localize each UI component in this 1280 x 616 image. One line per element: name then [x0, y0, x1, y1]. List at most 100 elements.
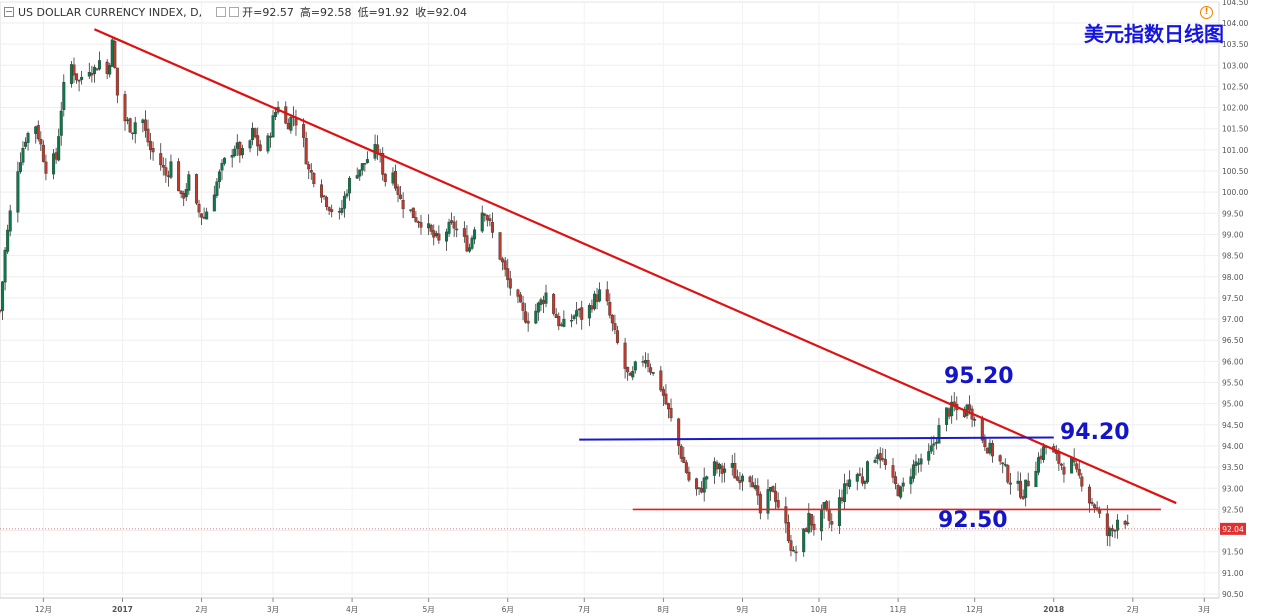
candle-body [200, 213, 204, 218]
candle-body [501, 258, 505, 263]
candle-body [623, 342, 627, 369]
eye-icon[interactable] [216, 7, 227, 17]
settings-icon[interactable] [229, 7, 240, 17]
candle-body [294, 118, 298, 126]
candle-body [661, 389, 665, 396]
candle-body [697, 487, 701, 489]
candle-body [774, 490, 778, 502]
x-tick-label: 12月 [35, 605, 52, 614]
candle-body [1008, 482, 1012, 485]
candle-body [633, 361, 637, 371]
candle-body [980, 417, 984, 441]
candle-body [521, 302, 525, 311]
y-tick-label: 101.50 [1222, 125, 1248, 134]
candle-body [929, 445, 933, 452]
x-tick-label: 8月 [657, 605, 669, 614]
candle-body [87, 72, 91, 77]
candle-body [452, 221, 456, 229]
candle-body [883, 459, 887, 466]
candle-body [809, 513, 813, 526]
candle-body [488, 218, 492, 222]
candle-body [840, 497, 844, 501]
candle-body [205, 211, 209, 220]
candle-body [6, 229, 10, 252]
candle-body [184, 189, 188, 198]
candle-body [215, 181, 219, 196]
y-tick-label: 93.00 [1222, 484, 1244, 493]
candle-body [927, 451, 931, 461]
candle-body [873, 459, 877, 463]
candle-body [605, 289, 609, 302]
candle-body [644, 360, 648, 364]
y-tick-label: 101.00 [1222, 146, 1248, 155]
candle-body [177, 161, 181, 192]
candle-body [465, 235, 469, 252]
candle-body [342, 195, 346, 209]
alert-icon[interactable]: ! [1200, 6, 1213, 19]
candle-body [44, 161, 48, 174]
candle-body [524, 311, 528, 323]
candle-body [419, 222, 423, 228]
candle-body [393, 170, 397, 189]
collapse-icon[interactable] [4, 7, 14, 17]
candle-body [21, 148, 25, 163]
candle-body [1019, 480, 1023, 498]
candle-body [552, 293, 556, 314]
candle-body [878, 453, 882, 461]
x-tick-label: 2月 [195, 605, 207, 614]
candle-body [220, 162, 224, 171]
x-tick-label: 6月 [502, 605, 514, 614]
resistance-line [579, 436, 1054, 441]
x-tick-label: 9月 [736, 605, 748, 614]
candle-body [1024, 479, 1028, 498]
candle-body [365, 159, 369, 163]
y-tick-label: 98.00 [1222, 273, 1244, 282]
candle-body [1034, 471, 1038, 488]
candle-body [988, 442, 992, 454]
candle-body [865, 461, 869, 483]
candle-body [110, 39, 114, 67]
candle-body [432, 230, 436, 238]
candle-body [753, 485, 757, 489]
candle-body [498, 232, 502, 260]
candle-body [57, 136, 61, 161]
candle-body [409, 209, 413, 211]
candle-body [901, 482, 905, 487]
candle-body [1098, 510, 1102, 514]
candle-body [659, 370, 663, 391]
candle-body [194, 174, 198, 204]
candle-body [159, 153, 163, 166]
candle-body [855, 474, 859, 482]
candle-body [319, 184, 323, 198]
candle-body [812, 523, 816, 530]
candle-body [149, 141, 153, 151]
candle-body [687, 471, 691, 481]
candle-body [146, 128, 150, 143]
candle-body [251, 127, 255, 140]
candle-body [128, 118, 132, 133]
candle-body [1123, 520, 1127, 525]
x-tick-label: 11月 [890, 605, 907, 614]
candle-body [416, 221, 420, 223]
y-tick-label: 104.50 [1222, 0, 1248, 7]
candle-body [758, 493, 762, 514]
candle-body [934, 442, 938, 444]
candle-body [820, 509, 824, 532]
candle-body [735, 476, 739, 481]
axes: 104.50 104.00 103.50 103.00 102.50 102.00 101.… [0, 0, 1248, 614]
candle-body [330, 209, 334, 213]
candle-body [90, 73, 94, 76]
candle-body [396, 186, 400, 195]
candle-body [286, 123, 290, 130]
candle-body [108, 65, 112, 75]
candle-body [113, 40, 117, 68]
candle-body [631, 370, 635, 378]
candle-body [807, 512, 811, 533]
candle-body [348, 177, 352, 194]
candle-body [376, 144, 380, 153]
candle-body [1090, 502, 1094, 504]
candle-body [723, 468, 727, 473]
candle-body [1116, 519, 1120, 531]
candle-body [733, 463, 737, 479]
